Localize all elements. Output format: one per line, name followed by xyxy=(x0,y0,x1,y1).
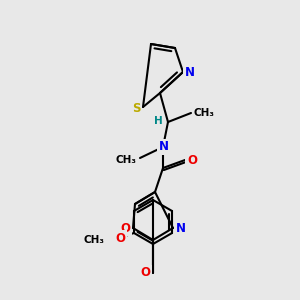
Text: H: H xyxy=(154,116,162,126)
Text: N: N xyxy=(176,221,186,235)
Text: N: N xyxy=(159,140,169,154)
Text: CH₃: CH₃ xyxy=(84,235,105,245)
Text: O: O xyxy=(115,232,125,244)
Text: O: O xyxy=(120,221,130,235)
Text: S: S xyxy=(132,103,140,116)
Text: O: O xyxy=(140,266,150,280)
Text: O: O xyxy=(187,154,197,166)
Text: CH₃: CH₃ xyxy=(115,155,136,165)
Text: CH₃: CH₃ xyxy=(194,108,215,118)
Text: N: N xyxy=(185,65,195,79)
